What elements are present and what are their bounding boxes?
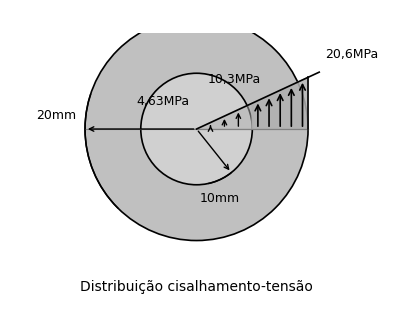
Polygon shape [197, 103, 252, 129]
Text: 20mm: 20mm [37, 109, 77, 122]
Circle shape [85, 17, 308, 240]
Text: 10mm: 10mm [200, 192, 240, 205]
Text: 20,6MPa: 20,6MPa [325, 48, 378, 61]
Polygon shape [252, 77, 308, 129]
Text: Distribuição cisalhamento-tensão: Distribuição cisalhamento-tensão [80, 280, 313, 293]
Text: 4,63MPa: 4,63MPa [137, 95, 190, 108]
Text: 10,3MPa: 10,3MPa [208, 73, 261, 87]
Circle shape [141, 73, 252, 185]
